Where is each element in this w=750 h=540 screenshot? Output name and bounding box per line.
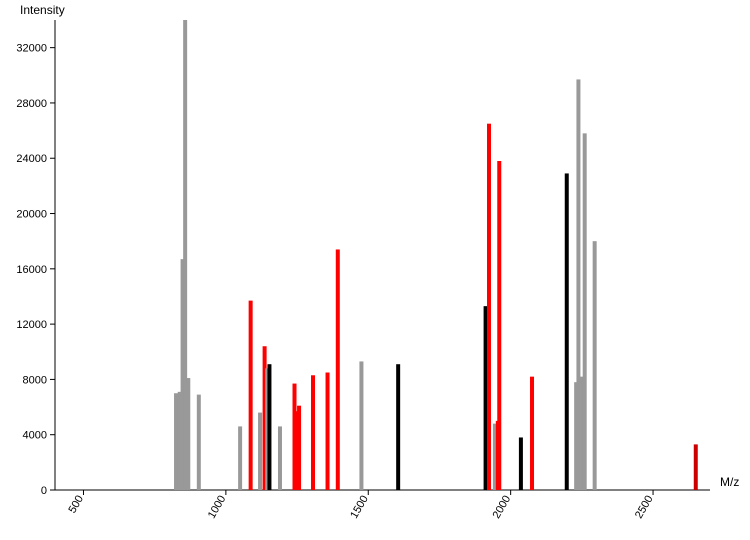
x-tick-label: 500 bbox=[67, 494, 87, 516]
spectrum-peak bbox=[174, 393, 178, 490]
mass-spectrum-chart: 0 4000 8000 12000 16000 20000 24000 28000 32000 5… bbox=[0, 0, 750, 540]
spectrum-peak bbox=[565, 173, 569, 490]
spectrum-peak bbox=[249, 301, 253, 490]
y-axis-label: Intensity bbox=[20, 3, 65, 17]
y-tick-label: 8000 bbox=[23, 374, 47, 386]
spectrum-peak bbox=[519, 437, 523, 490]
spectrum-peak bbox=[311, 375, 315, 490]
y-tick-label: 0 bbox=[41, 485, 47, 497]
spectrum-peak bbox=[487, 124, 491, 490]
spectrum-peak bbox=[197, 395, 201, 490]
spectrum-peak bbox=[484, 306, 488, 490]
x-tick-label: 1000 bbox=[206, 494, 229, 521]
y-tick-label: 16000 bbox=[16, 264, 47, 276]
spectrum-peak bbox=[497, 161, 501, 490]
x-tick-label: 2500 bbox=[633, 494, 656, 521]
spectrum-peak bbox=[278, 426, 282, 490]
x-axis-label: M/z bbox=[720, 475, 739, 489]
spectrum-peak bbox=[258, 413, 262, 490]
spectrum-peak bbox=[267, 364, 271, 490]
spectrum-peak bbox=[583, 133, 587, 490]
spectrum-peak bbox=[576, 79, 580, 490]
spectrum-peak bbox=[530, 377, 534, 490]
spectrum-peak bbox=[297, 406, 301, 490]
y-tick-label: 20000 bbox=[16, 209, 47, 221]
y-tick-label: 4000 bbox=[23, 430, 47, 442]
spectrum-peak bbox=[396, 364, 400, 490]
spectrum-peak bbox=[694, 444, 698, 490]
spectrum-peak bbox=[359, 361, 363, 490]
spectrum-peak bbox=[336, 249, 340, 490]
spectrum-peak bbox=[186, 378, 190, 490]
spectrum-peak bbox=[326, 373, 330, 491]
x-tick-label: 1500 bbox=[348, 494, 371, 521]
y-tick-label: 12000 bbox=[16, 319, 47, 331]
y-tick-label: 28000 bbox=[16, 98, 47, 110]
y-tick-label: 32000 bbox=[16, 43, 47, 55]
spectrum-peak bbox=[238, 426, 242, 490]
spectrum-peak bbox=[593, 241, 597, 490]
y-tick-label: 24000 bbox=[16, 153, 47, 165]
x-tick-label: 2000 bbox=[491, 494, 514, 521]
